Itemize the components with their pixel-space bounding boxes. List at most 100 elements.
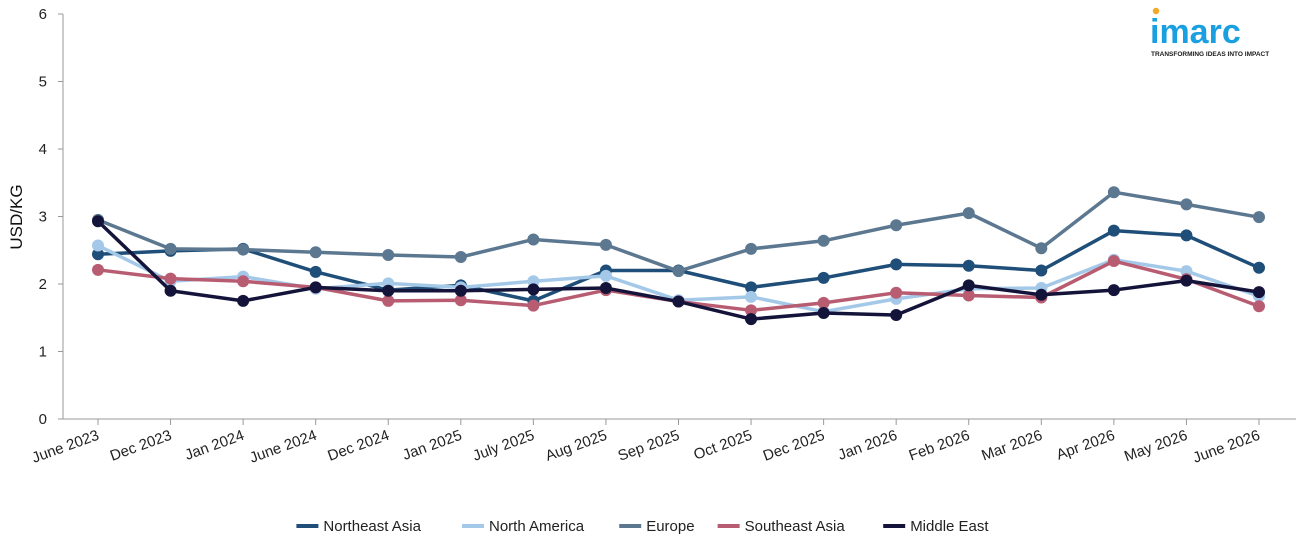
- data-point: [599, 269, 612, 282]
- data-point: [1180, 274, 1193, 287]
- y-tick-label: 3: [39, 209, 47, 226]
- data-point: [309, 246, 322, 259]
- x-tick-label: Dec 2024: [325, 427, 391, 465]
- data-point: [454, 251, 467, 263]
- data-point: [599, 238, 612, 251]
- data-point: [92, 239, 104, 252]
- data-point: [382, 248, 395, 261]
- data-point: [309, 265, 322, 278]
- y-tick-label: 2: [39, 276, 47, 293]
- x-tick-label: June 2023: [30, 427, 102, 467]
- data-point: [164, 284, 177, 297]
- data-point: [817, 296, 830, 309]
- data-point: [1107, 186, 1120, 199]
- data-point: [1107, 224, 1120, 237]
- legend-item: Europe: [619, 518, 695, 535]
- data-point: [527, 299, 540, 312]
- y-axis: 0 1 2 3 4 5 6: [39, 6, 64, 428]
- x-tick-label: Sep 2025: [616, 427, 682, 465]
- data-point: [962, 207, 975, 220]
- data-point: [890, 309, 903, 322]
- data-point: [817, 234, 830, 247]
- data-point: [890, 258, 903, 271]
- data-point: [745, 290, 758, 303]
- y-tick-label: 0: [39, 411, 47, 428]
- legend-label: Southeast Asia: [745, 518, 846, 535]
- x-tick-label: Oct 2025: [691, 427, 754, 464]
- imarc-logo: imarc TRANSFORMING IDEAS INTO IMPACT: [1150, 7, 1269, 58]
- data-point: [745, 304, 758, 317]
- y-axis-label: USD/KG: [7, 184, 26, 249]
- data-point: [1035, 264, 1048, 277]
- x-tick-label: Jan 2026: [836, 427, 900, 464]
- data-point: [962, 289, 975, 302]
- y-tick-label: 1: [39, 344, 47, 361]
- x-tick-label: Jan 2024: [183, 427, 247, 464]
- data-point: [164, 272, 177, 285]
- x-tick-label: Feb 2026: [907, 427, 972, 465]
- legend-item: Northeast Asia: [296, 518, 422, 535]
- data-point: [817, 271, 830, 284]
- y-tick-label: 6: [39, 6, 47, 23]
- data-point: [745, 281, 758, 294]
- y-tick-label: 4: [39, 141, 47, 158]
- logo-dot: [1152, 7, 1160, 15]
- data-point: [237, 243, 250, 256]
- data-point: [237, 294, 250, 307]
- x-tick-label: June 2024: [247, 427, 319, 467]
- data-point: [1107, 255, 1120, 268]
- x-tick-label: Dec 2025: [761, 427, 827, 465]
- data-point: [890, 219, 903, 232]
- data-point: [672, 295, 685, 308]
- x-tick-label: Apr 2026: [1054, 427, 1117, 464]
- data-point: [309, 281, 322, 294]
- data-point: [92, 248, 104, 261]
- data-point: [237, 275, 250, 288]
- series-europe: [92, 186, 1265, 278]
- data-point: [1107, 284, 1120, 297]
- data-point: [672, 265, 685, 278]
- legend-label: Northeast Asia: [323, 518, 421, 535]
- logo-tagline: TRANSFORMING IDEAS INTO IMPACT: [1151, 51, 1269, 58]
- data-point: [1253, 261, 1265, 274]
- x-tick-label: June 2026: [1191, 427, 1263, 467]
- data-point: [745, 313, 758, 326]
- data-point: [1253, 211, 1265, 224]
- legend-item: North America: [462, 518, 585, 535]
- data-point: [92, 215, 104, 228]
- series-middle-east: [92, 215, 1265, 326]
- data-point: [1253, 286, 1265, 299]
- data-point: [599, 282, 612, 295]
- x-tick-label: May 2026: [1122, 427, 1190, 466]
- data-point: [1253, 300, 1265, 313]
- x-tick-label: Dec 2023: [108, 427, 174, 465]
- legend-item: Southeast Asia: [717, 518, 846, 535]
- data-point: [1180, 198, 1193, 211]
- logo-wordmark: imarc: [1150, 13, 1241, 51]
- x-tick-label: Jan 2025: [400, 427, 464, 464]
- data-point: [454, 294, 467, 307]
- data-point: [890, 286, 903, 299]
- y-tick-label: 5: [39, 74, 47, 91]
- data-point: [1180, 229, 1193, 242]
- data-point: [1035, 288, 1048, 301]
- data-point: [745, 242, 758, 255]
- data-point: [962, 279, 975, 292]
- x-tick-label: Aug 2025: [543, 427, 609, 465]
- legend-label: Middle East: [910, 518, 989, 535]
- data-point: [527, 233, 540, 246]
- data-point: [454, 284, 467, 297]
- data-point: [382, 294, 395, 307]
- data-point: [92, 263, 104, 276]
- x-axis: June 2023 Dec 2023 Jan 2024 June 2024 Dec 20…: [30, 418, 1296, 467]
- data-point: [962, 259, 975, 272]
- legend-item: Middle East: [883, 518, 989, 535]
- data-point: [164, 242, 177, 255]
- data-point: [1035, 242, 1048, 255]
- legend: Northeast Asia North America Europe Southea…: [296, 518, 989, 535]
- x-tick-label: Mar 2026: [979, 427, 1044, 465]
- data-point: [817, 307, 830, 320]
- x-tick-label: July 2025: [471, 427, 537, 465]
- data-point: [382, 284, 395, 297]
